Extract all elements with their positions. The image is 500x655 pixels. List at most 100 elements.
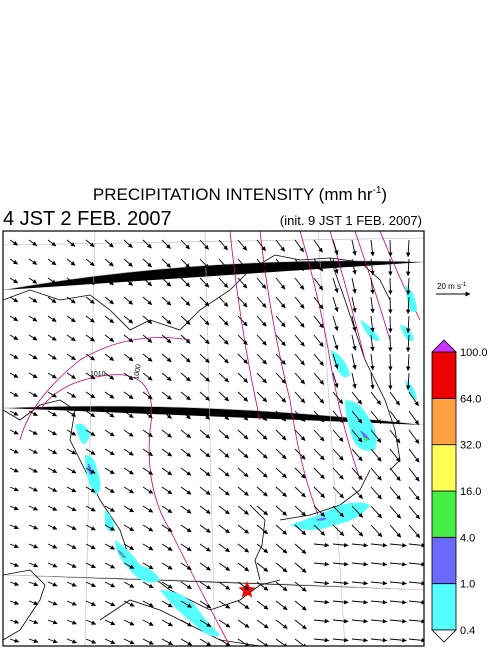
wind-vector [389, 391, 400, 406]
wind-vector [313, 599, 330, 605]
wind-vector [199, 258, 210, 269]
colorbar-segment [431, 536, 457, 585]
wind-vector [275, 353, 286, 365]
wind-vector [85, 524, 96, 531]
isobar-label: 1000 [133, 364, 143, 381]
wind-vector [199, 638, 212, 646]
wind-vector [104, 562, 116, 569]
wind-vector [218, 467, 230, 477]
wind-vector [104, 391, 115, 399]
wind-vector [313, 372, 325, 385]
wind-vector [405, 277, 411, 296]
wind-vector [28, 258, 38, 265]
wind-vector [275, 296, 286, 309]
wind-vector [66, 334, 76, 342]
wind-vector [142, 486, 154, 494]
wind-vector [142, 296, 153, 306]
wind-vector [256, 334, 267, 346]
wind-vector [218, 239, 228, 251]
wind-vector [28, 486, 39, 492]
wind-vector [351, 599, 369, 605]
wind-vector [161, 600, 173, 608]
wind-vector [408, 600, 424, 605]
wind-vector [28, 372, 38, 379]
colorbar-label: 32.0 [460, 440, 481, 452]
wind-reference-text: 20 m s [437, 282, 461, 291]
wind-vector [199, 581, 212, 590]
wind-vector [180, 277, 191, 288]
wind-vector [237, 467, 249, 478]
wind-vector [142, 372, 153, 381]
wind-vector [332, 448, 344, 461]
wind-vector [313, 353, 324, 366]
wind-vector [85, 467, 96, 474]
wind-vector [47, 562, 58, 568]
wind-vector [142, 543, 154, 551]
map-frame [2, 230, 425, 647]
wind-vector [408, 543, 424, 548]
wind-vector [123, 543, 135, 550]
wind-vector [408, 448, 420, 463]
colorbar-segment [431, 351, 457, 399]
wind-vector [104, 581, 116, 588]
wind-vector [351, 524, 364, 537]
wind-vector [123, 296, 134, 305]
wind-vector [275, 524, 288, 535]
wind-vector [180, 410, 191, 420]
wind-vector [180, 543, 192, 552]
wind-vector [28, 296, 38, 303]
wind-vector [332, 429, 344, 442]
wind-vector [275, 448, 287, 460]
wind-vector [408, 467, 420, 482]
wind-vector [199, 353, 210, 364]
wind-vector [294, 524, 307, 536]
wind-vector [275, 410, 287, 422]
wind-vector [313, 580, 330, 586]
wind-vector [405, 239, 411, 258]
wind-vector [180, 562, 192, 571]
wind-vector [161, 505, 173, 514]
wind-vector [161, 543, 173, 551]
wind-vector [9, 505, 19, 511]
wind-vector [275, 638, 288, 646]
wind-vector [66, 486, 77, 493]
wind-vector [85, 239, 95, 248]
wind-vector [28, 448, 38, 454]
wind-vector [389, 467, 401, 482]
wind-vector [66, 467, 77, 474]
wind-vector [85, 619, 97, 625]
wind-vector [237, 315, 248, 327]
wind-vector [104, 372, 115, 380]
wind-vector [123, 429, 134, 437]
wind-vector [332, 258, 339, 275]
wind-vector [180, 486, 192, 495]
wind-vector [218, 258, 229, 270]
wind-vector [9, 448, 19, 454]
wind-vector [9, 543, 19, 549]
wind-vector [161, 296, 172, 306]
isobar-label: 1010 [90, 371, 106, 378]
wind-vector [47, 296, 57, 304]
wind-vector [275, 315, 286, 328]
wind-vector [28, 315, 38, 322]
wind-vector [237, 353, 248, 364]
wind-vector [123, 410, 134, 418]
wind-vector [85, 486, 96, 493]
wind-vector [405, 334, 411, 353]
wind-vector [161, 524, 173, 532]
wind-vector [47, 239, 57, 247]
wind-vector [142, 353, 153, 362]
wind-vector [28, 334, 38, 341]
wind-vector [370, 505, 383, 519]
wind-vector [313, 561, 330, 567]
wind-vector [405, 353, 411, 372]
wind-vector [28, 600, 39, 606]
wind-vector [161, 619, 173, 627]
wind-vector [408, 410, 420, 425]
wind-vector [9, 296, 19, 303]
colorbar-over [431, 339, 457, 353]
wind-vector [123, 258, 133, 267]
wind-vector [142, 505, 154, 513]
wind-vector [351, 315, 357, 332]
wind-vector [104, 600, 116, 607]
